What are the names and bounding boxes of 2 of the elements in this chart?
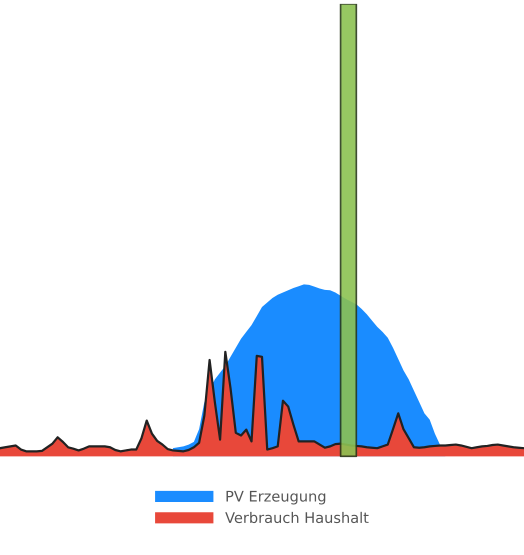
legend-label: PV Erzeugung <box>226 490 326 505</box>
legend-label: Verbrauch Haushalt <box>225 512 369 524</box>
